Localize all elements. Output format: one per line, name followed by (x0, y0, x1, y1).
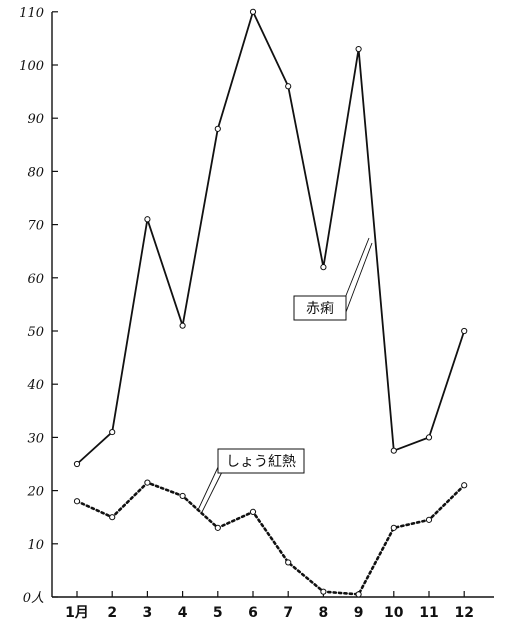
data-point (320, 264, 327, 271)
legend-sekiri-box (293, 295, 347, 321)
axes (51, 12, 494, 598)
x-tick-label: 5 (213, 605, 223, 621)
data-point (355, 45, 362, 53)
data-point (109, 428, 116, 436)
legend-shoukounetsu-box (217, 448, 305, 474)
data-point (144, 479, 151, 486)
y-tick-label: 100 (19, 59, 44, 74)
x-tick-label: 4 (178, 605, 188, 621)
series-layer (73, 8, 468, 598)
data-point (249, 8, 257, 15)
data-point (214, 524, 221, 531)
data-point (320, 588, 327, 595)
data-point (425, 516, 433, 523)
x-tick-label: 12 (454, 605, 473, 621)
y-tick-label: 50 (27, 325, 44, 340)
legend-shoukounetsu-label: しょう紅熱 (226, 454, 296, 470)
series-line-0 (76, 10, 466, 465)
y-tick-label: 90 (27, 112, 44, 127)
legend-sekiri-leader (342, 237, 370, 304)
data-point (109, 514, 116, 521)
data-point (144, 216, 151, 223)
y-tick-label: 70 (27, 219, 44, 234)
data-point (179, 322, 186, 329)
x-tick-label: 11 (419, 605, 438, 621)
data-point (461, 482, 468, 489)
legend-shoukounetsu-leader (200, 469, 224, 515)
data-point (285, 559, 292, 566)
y-ticks: 0人 10 20 30 40 50 60 70 80 90 100 110 (19, 6, 58, 606)
legend-shoukounetsu-leader (197, 464, 220, 511)
data-point (461, 327, 468, 335)
y-tick-label: 20 (26, 485, 44, 500)
data-point (214, 125, 221, 132)
data-point (390, 447, 397, 454)
x-tick-label: 7 (283, 605, 293, 621)
y-tick-label: 10 (27, 538, 44, 553)
y-tick-label: 80 (27, 165, 44, 180)
series-line-1 (75, 481, 466, 596)
legend-sekiri-leader (345, 242, 373, 313)
data-point (425, 434, 433, 441)
data-point (179, 492, 186, 500)
y-tick-label: 60 (27, 272, 44, 287)
x-ticks: 1月 2 3 4 5 6 7 8 9 10 11 12 (65, 591, 474, 621)
data-point (73, 460, 81, 468)
data-point (249, 508, 257, 515)
y-tick-label: 30 (27, 431, 44, 446)
x-tick-label: 3 (143, 605, 153, 621)
x-tick-label: 1月 (65, 605, 89, 621)
y-tick-label: 40 (26, 378, 44, 393)
data-point (390, 524, 397, 531)
legend-sekiri: 赤痢 (293, 237, 373, 321)
y-tick-label: 0人 (23, 591, 44, 606)
data-point (355, 591, 362, 598)
x-tick-label: 9 (354, 605, 364, 621)
y-tick-label: 110 (19, 6, 44, 21)
data-point (73, 498, 81, 505)
x-tick-label: 2 (107, 605, 117, 621)
x-tick-label: 6 (248, 605, 258, 621)
legend-shoukounetsu: しょう紅熱 (197, 448, 305, 515)
x-tick-label: 8 (319, 605, 329, 621)
legend-sekiri-label: 赤痢 (306, 301, 334, 317)
data-point (285, 83, 292, 90)
x-tick-label: 10 (384, 605, 404, 621)
